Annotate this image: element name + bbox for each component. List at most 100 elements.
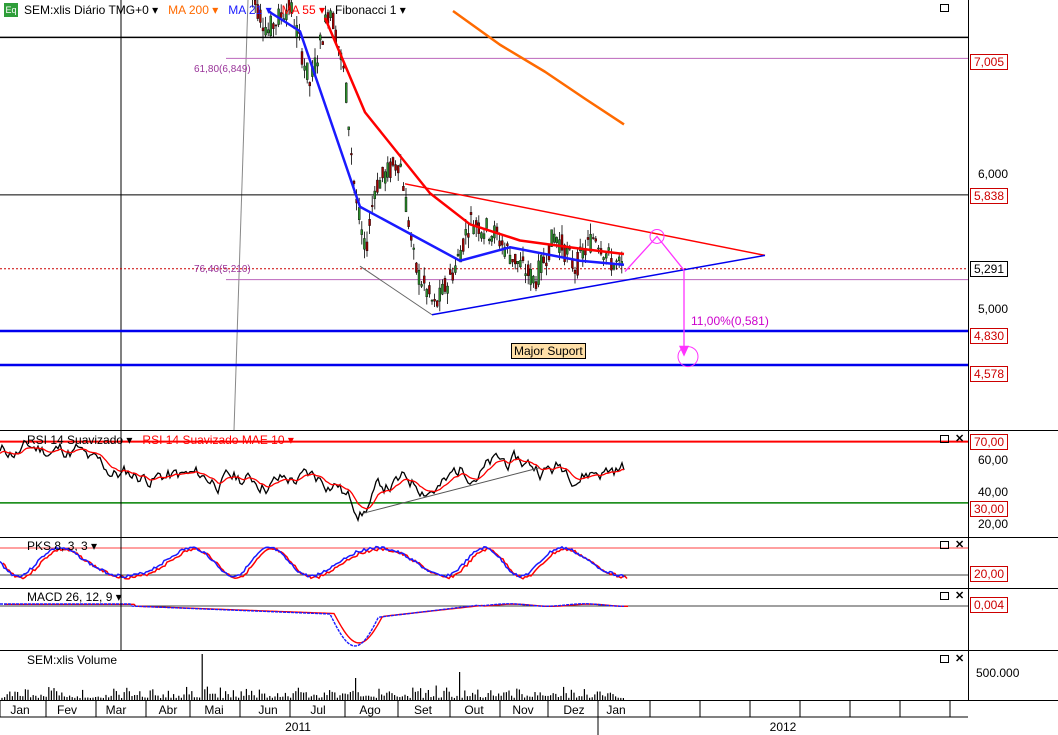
price-pane[interactable]: Eq SEM:xlis Diário TMG+0 ▾ MA 200 ▾ MA 2… [0, 0, 1058, 430]
month-label-8: Set [414, 703, 433, 717]
candle-body [560, 234, 564, 251]
candle-body [454, 265, 457, 273]
pks-chart-svg[interactable] [0, 538, 1058, 589]
month-label-6: Jul [310, 703, 325, 717]
candle-body [415, 262, 418, 273]
legend-ma21[interactable]: MA 21 ▾ [228, 3, 272, 17]
legend-rsi[interactable]: RSI 14 Suavizado ▾ [27, 433, 133, 447]
candle-body [386, 162, 389, 178]
maximize-price-pane-button[interactable] [940, 4, 949, 15]
candle-body [490, 235, 493, 242]
rsi-axis: 70,00 60,00 40,00 30,00 20,00 [968, 431, 1058, 538]
month-label-7: Ago [359, 703, 381, 717]
pks-pane[interactable]: PKS 8, 3, 3 ▾ ✕ 20,00 [0, 537, 1058, 589]
candle-body [446, 285, 449, 294]
month-label-1: Fev [57, 703, 77, 717]
macd-lines [0, 589, 968, 651]
month-label-3: Abr [159, 703, 178, 717]
macd-signal-line [4, 603, 629, 644]
candle-body [464, 229, 467, 236]
legend-ma55[interactable]: MA 55 ▾ [281, 3, 326, 17]
candle-body [384, 171, 387, 184]
projection-circle-target [677, 346, 699, 368]
candle-body [345, 82, 348, 103]
candle-body [547, 243, 551, 261]
legend-fibonacci[interactable]: Fibonacci 1 ▾ [335, 3, 406, 17]
price-grid [120, 0, 249, 430]
close-volume-pane-button[interactable]: ✕ [955, 653, 965, 665]
candle-body [498, 240, 501, 247]
trend-helper-line [359, 265, 433, 316]
candle-body [555, 237, 558, 243]
projection-circle-top [649, 228, 665, 244]
time-axis[interactable]: Jan Fev Mar Abr Mai Jun Jul Ago Set Out Nov Dez Jan 2… [0, 700, 1058, 735]
candle-body [545, 262, 548, 267]
maximize-rsi-pane-button[interactable] [940, 435, 949, 446]
candle-body [467, 233, 470, 238]
maximize-macd-pane-button[interactable] [940, 592, 949, 603]
candle-body [342, 66, 345, 69]
triangle-upper-line [404, 183, 766, 257]
rsi-chart-svg[interactable] [0, 431, 1058, 538]
candle-body [605, 253, 608, 259]
macd-tag: 0,004 [970, 597, 1009, 613]
price-chart-svg[interactable] [0, 0, 1058, 430]
candle-body [425, 289, 428, 298]
legend-volume[interactable]: SEM:xlis Volume [27, 653, 118, 667]
rsi-lines [0, 431, 968, 538]
candle-body [363, 238, 366, 250]
axis-tick-6000: 6,000 [978, 167, 1009, 181]
candle-body [381, 166, 384, 179]
candle-body [368, 219, 371, 226]
legend-ma200[interactable]: MA 200 ▾ [168, 3, 219, 17]
price-levels [0, 36, 968, 367]
candle-body [352, 180, 356, 184]
candle-body [537, 260, 540, 285]
candle-body [332, 12, 335, 30]
candle-body [589, 233, 592, 253]
triangle-lower-line [431, 254, 766, 316]
candle-body [321, 41, 324, 45]
candle-body [563, 244, 566, 262]
candle-body [485, 218, 488, 229]
candle-body [402, 186, 405, 191]
legend-pks[interactable]: PKS 8, 3, 3 ▾ [27, 539, 98, 553]
price-tag-4830: 4,830 [970, 328, 1009, 344]
fib-label-764: 76,40(5,210) [194, 264, 251, 275]
month-label-12: Jan [606, 703, 625, 717]
month-label-2: Mar [106, 703, 127, 717]
candle-body [607, 247, 610, 251]
legend-rsi-mae[interactable]: RSI 14 Suavizado MAE 10 ▾ [142, 433, 294, 447]
candle-body [397, 165, 400, 174]
close-pks-pane-button[interactable]: ✕ [955, 539, 965, 551]
pks-axis: 20,00 [968, 538, 1058, 589]
candle-body [350, 153, 353, 156]
candle-body [449, 269, 452, 275]
close-macd-pane-button[interactable]: ✕ [955, 590, 965, 602]
volume-pane[interactable]: SEM:xlis Volume ✕ 500.000 [0, 650, 1058, 700]
candle-body [472, 226, 475, 235]
candle-body [433, 299, 436, 302]
price-tag-7005: 7,005 [970, 54, 1009, 70]
macd-pane[interactable]: MACD 26, 12, 9 ▾ ✕ 0,004 [0, 588, 1058, 651]
ma-line-ma200 [452, 9, 625, 126]
rsi-pane[interactable]: RSI 14 Suavizado ▾ RSI 14 Suavizado MAE … [0, 430, 1058, 538]
candle-body [573, 270, 577, 274]
close-rsi-pane-button[interactable]: ✕ [955, 433, 965, 445]
volume-chart-svg[interactable] [0, 651, 1058, 701]
candle-body [253, 0, 257, 5]
macd-legend: MACD 26, 12, 9 ▾ [27, 590, 122, 604]
legend-macd[interactable]: MACD 26, 12, 9 ▾ [27, 590, 122, 604]
rsi-legend: RSI 14 Suavizado ▾ RSI 14 Suavizado MAE … [27, 433, 294, 447]
rsi-tag-30: 30,00 [970, 501, 1009, 517]
candle-body [259, 9, 262, 23]
candle-body [581, 249, 584, 259]
price-tag-4578: 4,578 [970, 366, 1009, 382]
maximize-volume-pane-button[interactable] [940, 655, 949, 666]
month-label-0: Jan [10, 703, 29, 717]
maximize-pks-pane-button[interactable] [940, 541, 949, 552]
candle-body [594, 238, 597, 242]
instrument-label[interactable]: SEM:xlis Diário TMG+0 ▾ [24, 3, 159, 17]
macd-chart-svg[interactable] [0, 589, 1058, 651]
